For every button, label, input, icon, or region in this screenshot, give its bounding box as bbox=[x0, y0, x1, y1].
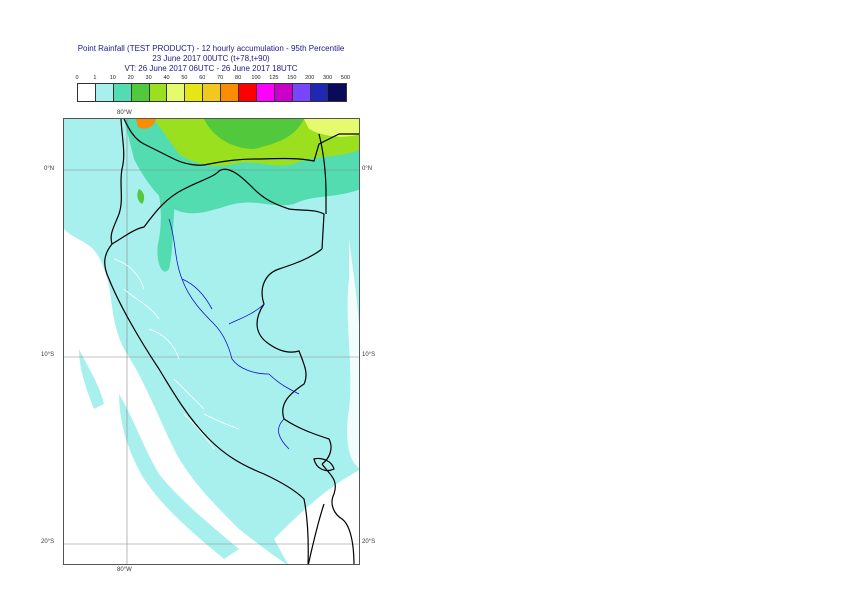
lat-label-10s-left: 10°S bbox=[41, 352, 55, 358]
legend-swatch bbox=[149, 84, 168, 101]
rainfall-map bbox=[63, 118, 360, 565]
legend-label: 30 bbox=[145, 75, 152, 81]
map-svg bbox=[64, 119, 359, 564]
lat-label-20s-left: 20°S bbox=[41, 539, 55, 545]
lat-label-20s-right: 20°S bbox=[362, 539, 376, 545]
legend-swatch bbox=[292, 84, 311, 101]
precip-green-patch bbox=[204, 119, 304, 149]
legend-label: 10 bbox=[109, 75, 116, 81]
graticule bbox=[64, 119, 359, 564]
legend-swatch bbox=[256, 84, 275, 101]
legend-label: 300 bbox=[323, 75, 333, 81]
legend-swatch bbox=[185, 84, 204, 101]
legend-swatch bbox=[221, 84, 240, 101]
legend-label: 70 bbox=[217, 75, 224, 81]
legend-swatch bbox=[95, 84, 114, 101]
bolivia-border bbox=[321, 463, 355, 564]
lake-titicaca bbox=[313, 457, 335, 472]
chart-title: Point Rainfall (TEST PRODUCT) - 12 hourl… bbox=[77, 44, 345, 53]
color-legend bbox=[77, 83, 348, 102]
legend-swatch bbox=[274, 84, 293, 101]
legend-label: 40 bbox=[163, 75, 170, 81]
lat-label-10s-right: 10°S bbox=[362, 352, 376, 358]
land-white-east bbox=[347, 239, 359, 468]
chart-subtitle-validity: VT: 26 June 2017 06UTC - 26 June 2017 18… bbox=[124, 64, 298, 73]
colombia-border bbox=[123, 119, 359, 166]
lon-label-bottom: 80°W bbox=[117, 567, 132, 573]
legend-swatch bbox=[113, 84, 132, 101]
legend-swatch bbox=[310, 84, 329, 101]
ecuador-peru-border bbox=[111, 168, 325, 250]
legend-label: 125 bbox=[269, 75, 279, 81]
sea-band-light bbox=[119, 394, 239, 559]
coastline bbox=[104, 119, 309, 564]
legend-label: 150 bbox=[287, 75, 297, 81]
legend-label: 1 bbox=[93, 75, 97, 81]
legend-swatch bbox=[328, 84, 347, 101]
district-borders bbox=[113, 258, 240, 450]
legend-labels: 0 1 10 20 30 40 50 60 70 80 100 125 150 200 300 500 bbox=[70, 75, 360, 84]
chart-subtitle-date: 23 June 2017 00UTC (t+78,t+90) bbox=[152, 54, 270, 63]
legend-label: 0 bbox=[75, 75, 79, 81]
legend-swatch bbox=[131, 84, 150, 101]
precip-yellow-patch bbox=[304, 119, 359, 137]
precip-green-spot bbox=[137, 189, 145, 204]
brazil-border-east bbox=[318, 133, 327, 214]
legend-label: 80 bbox=[235, 75, 242, 81]
legend-label: 500 bbox=[340, 75, 351, 81]
sea-white-area bbox=[64, 229, 287, 564]
lat-label-0-left: 0°N bbox=[44, 166, 55, 172]
legend-label: 100 bbox=[251, 75, 261, 81]
precip-orange-patch bbox=[136, 119, 156, 129]
legend-swatch bbox=[203, 84, 222, 101]
country-borders bbox=[104, 119, 359, 564]
legend-swatch bbox=[78, 84, 96, 101]
land-white-south bbox=[274, 470, 359, 564]
legend-label: 20 bbox=[127, 75, 134, 81]
sea-band-light-2 bbox=[79, 349, 104, 409]
legend-label: 60 bbox=[199, 75, 206, 81]
chile-border bbox=[307, 503, 325, 564]
legend-swatch bbox=[167, 84, 186, 101]
legend-label: 200 bbox=[305, 75, 315, 81]
region-borders bbox=[168, 218, 300, 450]
lat-label-0-right: 0°N bbox=[362, 166, 373, 172]
lon-label-top: 80°W bbox=[117, 110, 132, 116]
precip-green-andes bbox=[144, 159, 176, 272]
legend-swatch bbox=[239, 84, 257, 101]
brazil-peru-border bbox=[256, 248, 332, 465]
legend-label: 50 bbox=[181, 75, 188, 81]
